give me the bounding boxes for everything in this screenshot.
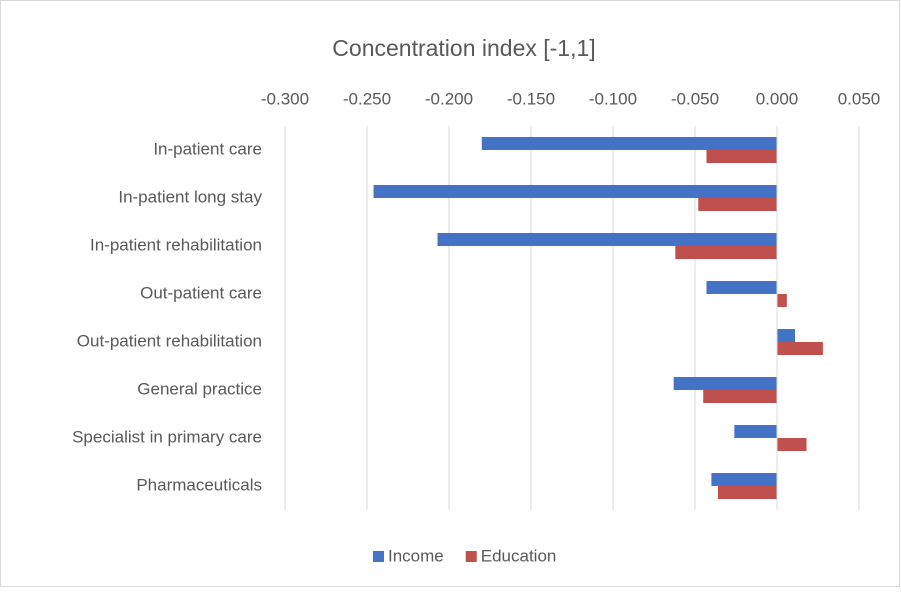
bar [673, 377, 777, 390]
bar [703, 390, 777, 403]
bar [698, 198, 777, 211]
x-tick-label: -0.100 [589, 89, 637, 108]
x-tick-label: -0.200 [425, 89, 473, 108]
bar [373, 185, 777, 198]
legend-swatch [465, 551, 477, 562]
bar [437, 233, 777, 246]
x-tick-label: 0.000 [756, 89, 799, 108]
x-tick-label: -0.150 [507, 89, 555, 108]
legend-label: Education [481, 546, 557, 565]
bar [777, 329, 796, 342]
bar [675, 246, 777, 259]
bar [706, 150, 777, 163]
bar [481, 137, 777, 150]
legend-swatch [373, 551, 384, 562]
bar [717, 486, 777, 499]
y-tick-label: In-patient care [153, 139, 262, 158]
y-tick-label: General practice [137, 379, 262, 398]
legend-label: Income [388, 546, 444, 565]
y-tick-label: Out-patient rehabilitation [77, 331, 262, 350]
y-tick-label: Out-patient care [140, 283, 262, 302]
bar [777, 294, 787, 307]
x-tick-label: 0.050 [838, 89, 881, 108]
x-tick-label: -0.300 [261, 89, 309, 108]
bar [734, 425, 777, 438]
x-tick-label: -0.250 [343, 89, 391, 108]
y-tick-label: In-patient rehabilitation [90, 235, 262, 254]
bar [711, 473, 777, 486]
chart-title: Concentration index [-1,1] [332, 35, 595, 61]
y-tick-label: Specialist in primary care [72, 427, 262, 446]
bar [706, 281, 777, 294]
y-tick-label: In-patient long stay [118, 187, 262, 206]
bar [777, 342, 823, 355]
y-tick-label: Pharmaceuticals [136, 475, 262, 494]
bar [777, 438, 807, 451]
x-tick-label: -0.050 [671, 89, 719, 108]
